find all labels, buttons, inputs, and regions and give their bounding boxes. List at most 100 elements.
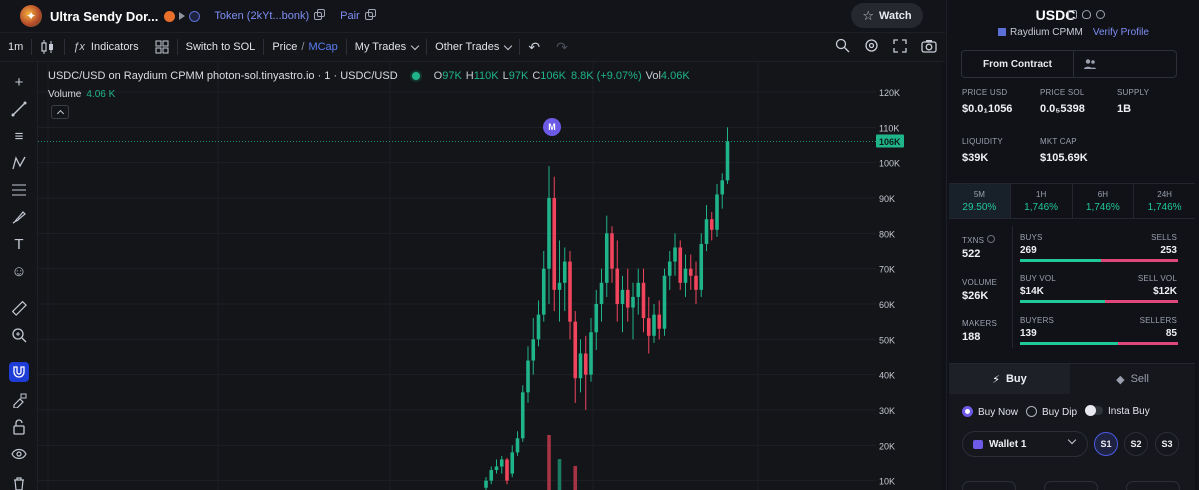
settings-gear-icon[interactable]	[864, 38, 879, 56]
price-mcap-toggle[interactable]: Price / MCap	[264, 33, 345, 61]
candle-body	[610, 233, 614, 269]
candle-body	[557, 282, 562, 290]
chevron-up-icon	[56, 109, 64, 118]
copy-icon[interactable]	[1068, 10, 1077, 19]
token-name[interactable]: Ultra Sendy Dor...	[50, 8, 159, 24]
shield-icon[interactable]	[1082, 10, 1091, 19]
verify-profile-link[interactable]: Verify Profile	[1092, 27, 1149, 38]
last-price-tag	[876, 134, 904, 148]
amount-preset-button[interactable]	[1044, 481, 1098, 490]
candle-body	[657, 314, 662, 329]
zoom-in-icon[interactable]	[9, 325, 29, 345]
my-trades-dropdown[interactable]: My Trades	[347, 33, 426, 61]
mkt-cap-label: MKT CAP	[1040, 137, 1077, 146]
amount-preset-button[interactable]	[1126, 481, 1180, 490]
trend-line-icon[interactable]	[9, 99, 29, 119]
pair-address-link[interactable]: Pair	[340, 9, 376, 22]
token-address-link[interactable]: Token (2kYt...bonk)	[214, 9, 326, 22]
fullscreen-icon[interactable]	[893, 38, 907, 56]
search-icon[interactable]	[1096, 10, 1105, 19]
divider	[519, 39, 521, 55]
indicators-button[interactable]: ƒx Indicators	[73, 41, 139, 53]
token-header: ✦ Ultra Sendy Dor... Token (2kYt...bonk)…	[0, 0, 945, 32]
switch-to-sol-button[interactable]: Switch to SOL	[185, 41, 256, 53]
pump-badge-icon	[164, 10, 176, 22]
insta-buy-toggle[interactable]: Insta Buy	[1085, 405, 1150, 418]
tf-24h[interactable]: 24H 1,746%	[1147, 189, 1182, 213]
undo-icon[interactable]: ↶	[528, 38, 541, 55]
price-option[interactable]: Price	[272, 41, 298, 53]
text-tool-icon[interactable]: T	[14, 235, 24, 253]
trash-icon[interactable]	[9, 474, 29, 490]
slot-s1-button[interactable]: S1	[1094, 432, 1118, 456]
raydium-icon	[998, 28, 1007, 36]
low-label: L	[502, 70, 509, 82]
tf-1h[interactable]: 1H 1,746%	[1011, 184, 1073, 218]
pattern-icon[interactable]	[9, 153, 29, 173]
tf-5m[interactable]: 5M 29.50%	[949, 184, 1011, 218]
redo-icon[interactable]: ↷	[556, 38, 568, 55]
buy-now-option[interactable]: Buy Now	[962, 406, 1018, 418]
eye-icon[interactable]	[9, 444, 29, 464]
makers-value: 188	[962, 331, 981, 343]
high-value: 110K	[473, 70, 499, 82]
supply-label: SUPPLY	[1117, 88, 1150, 97]
trade-widget: ⚡ Buy ◆ Sell Buy Now Buy Dip Insta Buy W…	[949, 363, 1195, 490]
candlestick-chart[interactable]: 120K 110K 100K 90K 80K 70K 60K 50K 40K 30K 20K 10K 1…	[38, 62, 941, 490]
lock-drawings-icon[interactable]	[9, 390, 29, 410]
fib-retracement-icon[interactable]	[9, 180, 29, 200]
lock-icon[interactable]	[9, 417, 29, 437]
timeframe-change-row: 5M 29.50% 1H 1,746% 6H 1,746% 24H 1,746%	[949, 183, 1195, 219]
wallet-selector[interactable]: Wallet 1	[962, 431, 1088, 457]
txns-value: 522	[962, 248, 981, 260]
slot-s2-button[interactable]: S2	[1124, 432, 1148, 456]
buys-value: 269	[1020, 245, 1037, 256]
slot-s3-button[interactable]: S3	[1155, 432, 1179, 456]
copy-icon[interactable]	[314, 9, 326, 21]
magnet-icon[interactable]	[9, 362, 29, 382]
buy-dip-option[interactable]: Buy Dip	[1026, 406, 1077, 418]
watch-button[interactable]: ☆ Watch	[851, 3, 923, 28]
other-trades-dropdown[interactable]: Other Trades	[427, 33, 519, 61]
ruler-icon[interactable]	[9, 298, 29, 318]
y-tick-label: 40K	[879, 371, 895, 381]
from-contract-box[interactable]: From Contract	[961, 50, 1177, 78]
liquidity-label: LIQUIDITY	[962, 137, 1003, 146]
volume-label: Volume	[48, 89, 82, 100]
tf-6h[interactable]: 6H 1,746%	[1073, 184, 1135, 218]
price-chart[interactable]: 120K 110K 100K 90K 80K 70K 60K 50K 40K 30K 20K 10K 1…	[38, 62, 941, 490]
sell-tab[interactable]: ◆ Sell	[1116, 373, 1149, 386]
candle-body	[694, 275, 698, 290]
token-symbol: USDC	[1035, 7, 1076, 23]
mcap-option[interactable]: MCap	[308, 41, 338, 53]
copy-icon[interactable]	[364, 9, 376, 21]
brush-icon[interactable]	[9, 207, 29, 227]
y-tick-label: 30K	[879, 406, 895, 416]
candle-type-icon[interactable]	[32, 33, 64, 61]
migration-marker[interactable]: M	[543, 118, 561, 136]
layout-icon[interactable]	[147, 33, 177, 61]
emoji-icon[interactable]: ☺	[11, 262, 27, 280]
interval-selector[interactable]: 1m	[8, 41, 24, 53]
amount-preset-button[interactable]	[962, 481, 1016, 490]
crosshair-icon[interactable]: +	[14, 73, 24, 91]
buyers-sellers-bar	[1020, 342, 1178, 345]
buy-tab[interactable]: ⚡ Buy	[949, 364, 1070, 394]
candle-body	[510, 452, 515, 474]
holders-group-icon[interactable]	[1074, 51, 1106, 77]
zoom-search-icon[interactable]	[835, 38, 850, 56]
candle-body	[547, 198, 551, 269]
volume-label: VOLUME	[962, 278, 997, 287]
collapse-legend-button[interactable]	[51, 105, 69, 119]
horizontal-lines-icon[interactable]: ≡	[14, 127, 24, 145]
volume-value: 4.06 K	[86, 89, 116, 100]
market-live-dot	[411, 72, 420, 80]
buy-vol-fill	[1020, 300, 1106, 303]
camera-icon[interactable]	[921, 39, 937, 56]
divider	[345, 39, 347, 55]
divider	[31, 39, 33, 55]
lightning-icon: ⚡	[992, 373, 1000, 386]
candle-body	[725, 141, 730, 181]
candle-body	[667, 261, 672, 276]
y-tick-label: 10K	[879, 477, 895, 487]
